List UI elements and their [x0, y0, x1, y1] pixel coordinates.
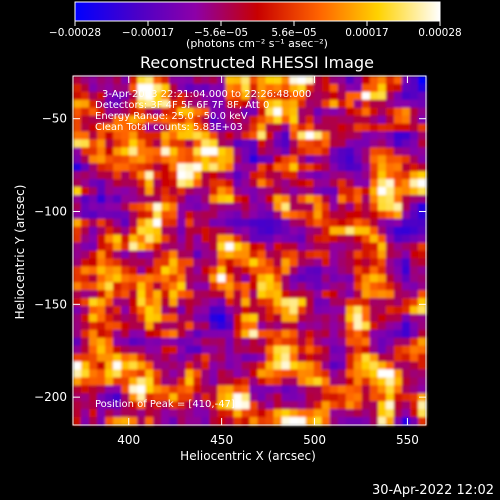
- annotation-energy-range: Energy Range: 25.0 - 50.0 keV: [95, 111, 248, 122]
- colorbar-tick-label: 0.00028: [418, 27, 461, 39]
- y-tick-label: −100: [34, 205, 67, 219]
- chart-title: Reconstructed RHESSI Image: [140, 53, 374, 72]
- colorbar-tick-label: 5.6e−05: [271, 27, 316, 39]
- colorbar-tick-label: −0.00017: [122, 27, 174, 39]
- colorbar-ticks: −0.00028 −0.00017 −5.6e−05 5.6e−05 0.00017 0.…: [49, 21, 462, 39]
- colorbar-tick-label: 0.00017: [345, 27, 388, 39]
- colorbar: [74, 1, 441, 22]
- y-axis: −50 −100 −150 −200: [34, 112, 426, 404]
- annotation-clean-counts: Clean Total counts: 5.83E+03: [95, 122, 243, 133]
- colorbar-label: (photons cm⁻² s⁻¹ asec⁻²): [186, 37, 328, 50]
- heatmap-image: [73, 76, 427, 426]
- x-axis: 400 450 500 550: [117, 76, 419, 447]
- annotation-time-range: 3-Apr-2003 22:21:04.000 to 22:26:48.000: [102, 89, 311, 100]
- annotation-peak-position: Position of Peak = [410,-47]: [95, 399, 235, 410]
- plot-area: [72, 75, 427, 426]
- x-tick-label: 500: [303, 433, 326, 447]
- timestamp: 30-Apr-2022 12:02: [372, 483, 494, 498]
- y-tick-label: −50: [42, 112, 67, 126]
- y-tick-label: −150: [34, 297, 67, 311]
- y-axis-label: Heliocentric Y (arcsec): [13, 185, 27, 320]
- plot-frame: [72, 75, 427, 426]
- colorbar-tick-label: −5.6e−05: [194, 27, 248, 39]
- y-tick-label: −200: [34, 390, 67, 404]
- x-tick-label: 550: [396, 433, 419, 447]
- colorbar-tick-label: −0.00028: [49, 27, 101, 39]
- x-axis-label: Heliocentric X (arcsec): [180, 449, 316, 463]
- x-tick-label: 450: [210, 433, 233, 447]
- x-tick-label: 400: [117, 433, 140, 447]
- annotation-detectors: Detectors: 3F 4F 5F 6F 7F 8F, Att 0: [95, 100, 269, 111]
